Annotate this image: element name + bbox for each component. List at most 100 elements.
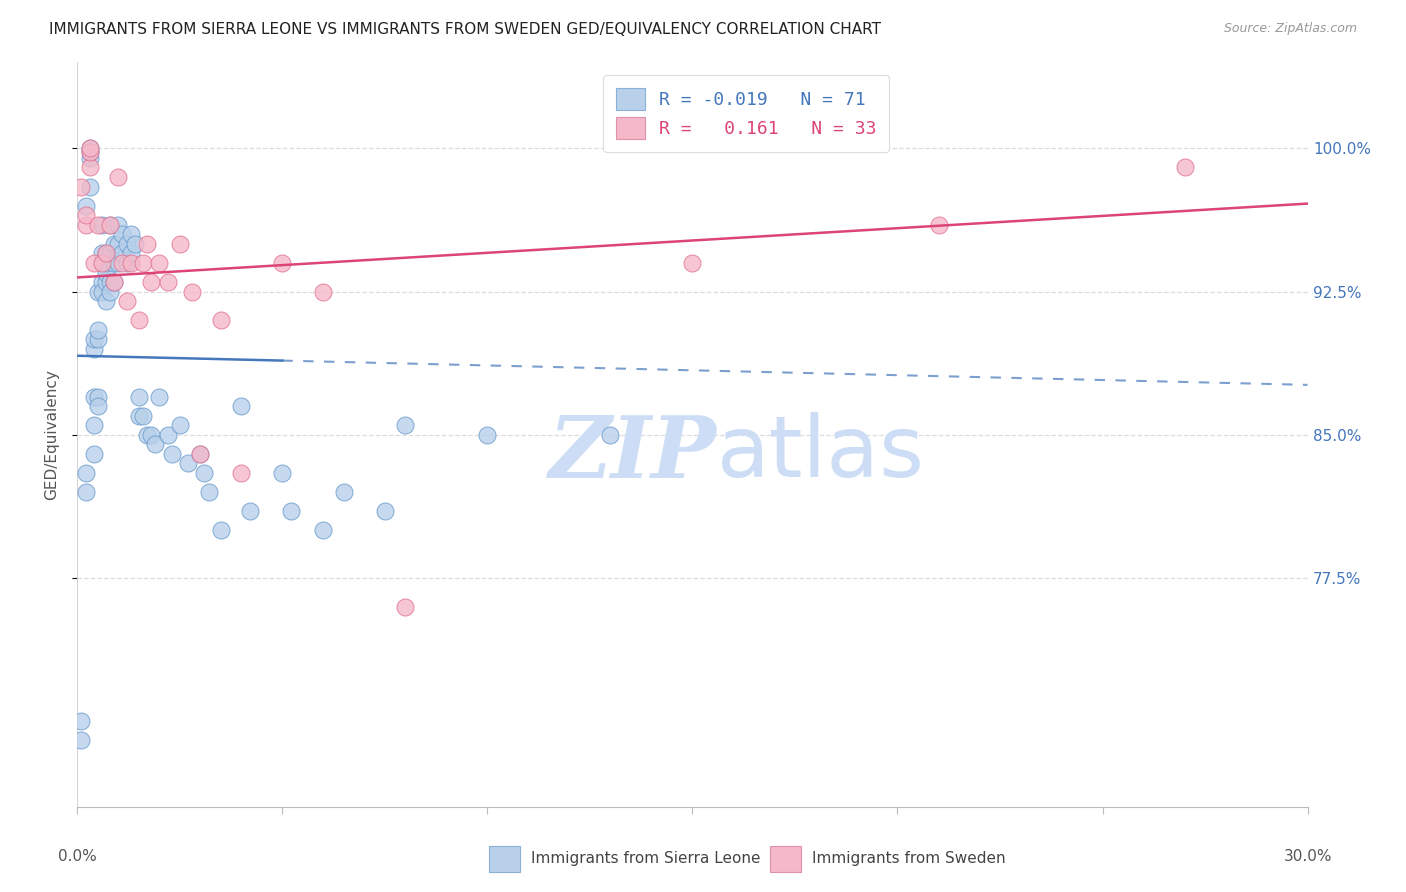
Text: 0.0%: 0.0% (58, 849, 97, 864)
Point (75, 218, 97, 232)
Point (477, 427, 499, 442)
Point (90, 275, 114, 289)
Point (98, 218, 121, 232)
Point (312, 285, 335, 299)
Point (94, 275, 117, 289)
Text: IMMIGRANTS FROM SIERRA LEONE VS IMMIGRANTS FROM SWEDEN GED/EQUIVALENCY CORRELATI: IMMIGRANTS FROM SIERRA LEONE VS IMMIGRAN… (49, 22, 882, 37)
Point (103, 256, 125, 270)
Text: 30.0%: 30.0% (1284, 849, 1331, 864)
Point (169, 236, 191, 251)
Point (90, 218, 114, 232)
Point (156, 275, 179, 289)
Point (124, 236, 146, 251)
Point (94, 256, 117, 270)
Point (188, 447, 212, 461)
Point (79, 145, 101, 160)
Point (374, 504, 396, 518)
Text: Immigrants from Sierra Leone: Immigrants from Sierra Leone (531, 852, 761, 866)
Point (70, 714, 93, 729)
Point (98, 275, 121, 289)
Point (120, 227, 142, 242)
Point (98, 246, 121, 260)
Point (394, 418, 416, 433)
Point (312, 524, 335, 538)
Point (75, 466, 97, 480)
Point (90, 285, 114, 299)
Point (107, 256, 129, 270)
Point (90, 256, 114, 270)
Point (70, 179, 93, 194)
Point (103, 236, 125, 251)
Point (271, 256, 294, 270)
Point (177, 457, 200, 471)
Point (231, 466, 253, 480)
Point (1174, 161, 1197, 175)
Point (128, 313, 150, 327)
Point (107, 169, 129, 184)
Point (148, 256, 170, 270)
Point (94, 246, 117, 260)
Point (141, 275, 163, 289)
Point (94, 266, 117, 280)
Point (169, 418, 191, 433)
Point (120, 256, 142, 270)
Point (115, 294, 138, 309)
Point (83, 332, 105, 346)
Point (111, 227, 134, 242)
Text: atlas: atlas (717, 412, 925, 495)
Point (75, 208, 97, 222)
Point (79, 141, 101, 155)
Point (90, 246, 114, 260)
Point (209, 313, 232, 327)
Point (83, 256, 105, 270)
Point (103, 275, 125, 289)
Point (98, 285, 121, 299)
Point (103, 275, 125, 289)
Point (90, 256, 114, 270)
Point (209, 524, 232, 538)
Point (83, 342, 105, 356)
Point (132, 409, 155, 423)
Point (188, 447, 212, 461)
Text: Immigrants from Sweden: Immigrants from Sweden (813, 852, 1005, 866)
Point (120, 246, 142, 260)
Point (75, 199, 97, 213)
Point (128, 390, 150, 404)
Text: Source: ZipAtlas.com: Source: ZipAtlas.com (1223, 22, 1357, 36)
Point (107, 218, 129, 232)
Point (87, 332, 110, 346)
Point (83, 447, 105, 461)
Point (160, 447, 183, 461)
Point (115, 256, 138, 270)
Point (79, 151, 101, 165)
Point (197, 485, 219, 500)
Point (107, 236, 129, 251)
Point (87, 399, 110, 413)
Point (136, 236, 159, 251)
Point (928, 218, 950, 232)
Point (132, 256, 155, 270)
Point (94, 246, 117, 260)
Point (193, 466, 215, 480)
Point (111, 256, 134, 270)
Point (87, 218, 110, 232)
Point (231, 399, 253, 413)
Point (156, 427, 179, 442)
Point (79, 145, 101, 160)
Point (394, 599, 416, 614)
Point (94, 294, 117, 309)
Point (87, 285, 110, 299)
Point (75, 485, 97, 500)
Point (87, 323, 110, 337)
Point (143, 437, 166, 451)
Point (599, 427, 621, 442)
Point (280, 504, 302, 518)
Legend: R = -0.019   N = 71, R =   0.161   N = 33: R = -0.019 N = 71, R = 0.161 N = 33 (603, 75, 889, 152)
Point (79, 161, 101, 175)
Point (136, 427, 159, 442)
Point (83, 418, 105, 433)
Point (98, 218, 121, 232)
Point (79, 141, 101, 155)
Point (141, 427, 163, 442)
Y-axis label: GED/Equivalency: GED/Equivalency (44, 369, 59, 500)
